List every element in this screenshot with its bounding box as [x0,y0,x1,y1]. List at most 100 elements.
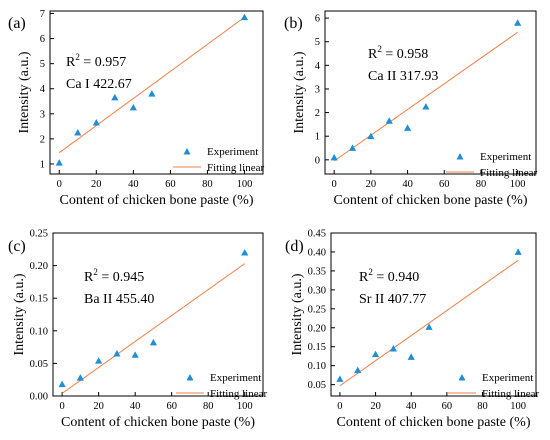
fitting-line [339,259,519,387]
x-tick-label: 0 [60,401,65,412]
data-point [74,129,82,136]
data-point [149,338,158,346]
x-axis-title: Content of chicken bone paste (%) [61,415,255,430]
data-point [371,350,380,358]
data-point [348,144,357,151]
y-axis-title: Intensity (a.u.) [292,51,307,133]
x-tick-label: 20 [91,179,102,190]
x-tick-label: 0 [332,179,337,190]
y-tick-label: 4 [315,61,321,72]
panel-label: (c) [8,238,26,255]
legend-label-fit: Fitting linear [480,167,537,179]
fitting-line [61,263,246,394]
y-tick-label: 6 [315,14,320,25]
y-tick-label: 0.40 [308,247,326,258]
y-tick-label: 0.10 [308,361,326,372]
data-point [111,93,119,101]
x-tick-label: 80 [476,179,487,190]
y-tick-label: 0.25 [308,304,326,315]
y-tick-label: 0.10 [30,326,48,337]
x-tick-label: 60 [166,401,177,412]
data-point [422,103,430,110]
data-point [76,374,84,381]
x-tick-label: 20 [366,179,377,190]
y-tick-label: 4 [40,84,46,95]
x-tick-label: 100 [237,179,253,190]
chart-panel-c: 0 20 40 60 80 100 0.00 0.05 0.10 0.15 0.20 0.25 (c) R… [8,229,267,431]
x-tick-label: 40 [130,401,141,412]
data-point [330,153,338,161]
data-point [55,159,63,166]
chart-panel-d: 0 20 40 60 80 100 0.05 0.10 0.15 0.20 0.25 0.30 0.35… [285,229,539,431]
emission-line-label: Ca I 422.67 [66,77,132,92]
legend-label-fit: Fitting linear [210,388,267,400]
fitting-line [333,31,518,162]
y-tick-label: 0.15 [308,342,326,353]
legend-label-fit: Fitting linear [207,162,264,174]
data-point [336,375,344,382]
y-tick-label: 0.20 [308,323,326,334]
legend-label-experiment: Experiment [482,372,533,384]
data-point [367,132,375,140]
plot-frame [330,232,537,397]
r-squared-symbol: R [66,55,76,70]
y-tick-label: 1 [40,159,45,170]
panel-label: (a) [8,15,26,32]
fitting-line [58,16,245,154]
r-squared-symbol: R [368,47,378,62]
r-squared-value: = 0.940 [373,270,419,285]
y-tick-label: 7 [40,9,45,20]
r-squared-exponent: 2 [93,267,98,277]
r-squared-value: = 0.945 [98,270,144,285]
x-tick-label: 40 [402,179,413,190]
y-tick-label: 0.15 [30,294,48,305]
data-point [385,117,393,124]
y-axis-title: Intensity (a.u.) [17,51,32,133]
x-tick-label: 60 [442,401,453,412]
y-tick-label: 0.00 [30,392,48,403]
panel-label: (b) [284,15,303,32]
y-axis-title: Intensity (a.u.) [12,273,27,355]
data-point [240,13,249,21]
legend-marker-experiment [456,153,464,160]
x-tick-label: 40 [406,401,417,412]
data-point [92,118,100,126]
legend-label-experiment: Experiment [207,146,258,158]
y-tick-label: 0.05 [308,380,326,391]
y-tick-label: 1 [315,132,320,143]
data-point [95,357,103,364]
legend-label-experiment: Experiment [210,372,261,384]
data-point [58,380,66,388]
y-tick-label: 0.25 [30,229,48,240]
y-axis-title: Intensity (a.u.) [290,273,305,355]
y-tick-label: 6 [40,34,45,45]
r-squared-symbol: R [359,270,369,285]
legend-marker-experiment [458,374,466,381]
data-point [514,19,522,26]
x-tick-label: 60 [439,179,450,190]
legend-label-fit: Fitting linear [482,388,539,400]
plot-frame [324,10,537,175]
data-point [148,90,156,97]
x-tick-label: 80 [477,401,488,412]
r-squared-exponent: 2 [368,267,373,277]
emission-line-label: Ca II 317.93 [368,69,438,84]
plot-frame [49,10,264,175]
panel-label: (d) [285,238,304,255]
y-tick-label: 5 [315,37,320,48]
data-point [113,350,121,357]
data-point [241,248,249,256]
y-tick-label: 0.20 [30,261,48,272]
data-point [389,345,397,352]
x-axis-title: Content of chicken bone paste (%) [337,415,531,430]
plot-frame [52,232,264,397]
y-tick-label: 0.35 [308,266,326,277]
y-tick-label: 0.45 [308,229,326,240]
r-squared-annotation: R2 = 0.940 [359,267,419,285]
r-squared-annotation: R2 = 0.958 [368,44,428,62]
data-point [131,351,139,358]
x-tick-label: 100 [237,401,253,412]
x-tick-label: 40 [128,179,139,190]
